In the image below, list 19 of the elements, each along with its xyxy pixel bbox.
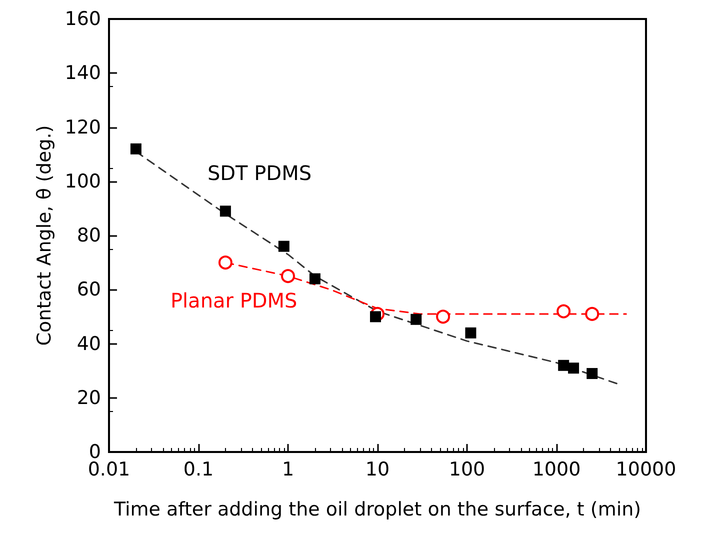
y-tick-label: 60 [76,278,101,301]
x-tick-label: 0.01 [88,458,130,480]
y-tick-label: 40 [76,332,101,355]
x-tick-label: 10 [365,458,390,480]
x-tick-label: 1000 [532,458,581,480]
x-tick-label: 1 [282,458,294,480]
x-axis-title: Time after adding the oil droplet on the surface, t (min) [112,498,642,520]
x-tick-label: 0.1 [183,458,214,480]
x-tick-label: 100 [448,458,486,480]
y-tick-label: 20 [76,386,101,409]
y-axis-title: Contact Angle, θ (deg.) [33,125,56,346]
series-label: Planar PDMS [170,288,298,313]
y-tick-label: 160 [64,8,101,30]
y-tick-label: 140 [64,62,101,84]
y-tick-label: 120 [64,116,101,138]
x-tick-label: 10000 [616,458,676,480]
y-tick-label: 80 [76,224,101,246]
y-tick-label: 100 [64,170,101,192]
series-label: SDT PDMS [207,161,312,186]
